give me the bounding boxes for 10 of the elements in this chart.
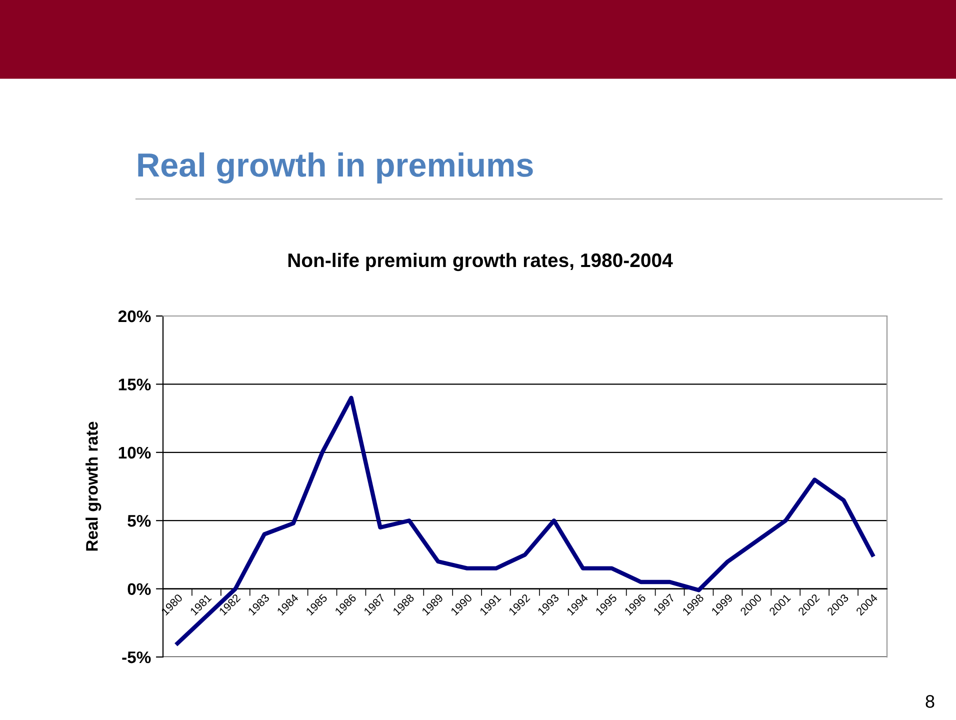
y-tick-label: 15% <box>118 378 151 390</box>
text: 8 <box>926 695 934 708</box>
y-tick-label: 20% <box>118 310 151 322</box>
y-tick-label: 10% <box>118 446 151 459</box>
y-tick-label: 5% <box>128 515 151 527</box>
chart-title: Real growth in premiums <box>138 152 533 184</box>
y-tick-label: 0% <box>128 583 151 596</box>
y-tick-label: -5% <box>122 651 151 664</box>
y-axis-title: Real growth rate <box>86 422 102 551</box>
chart-subtitle: Non-life premium growth rates, 1980-2004 <box>288 252 673 272</box>
